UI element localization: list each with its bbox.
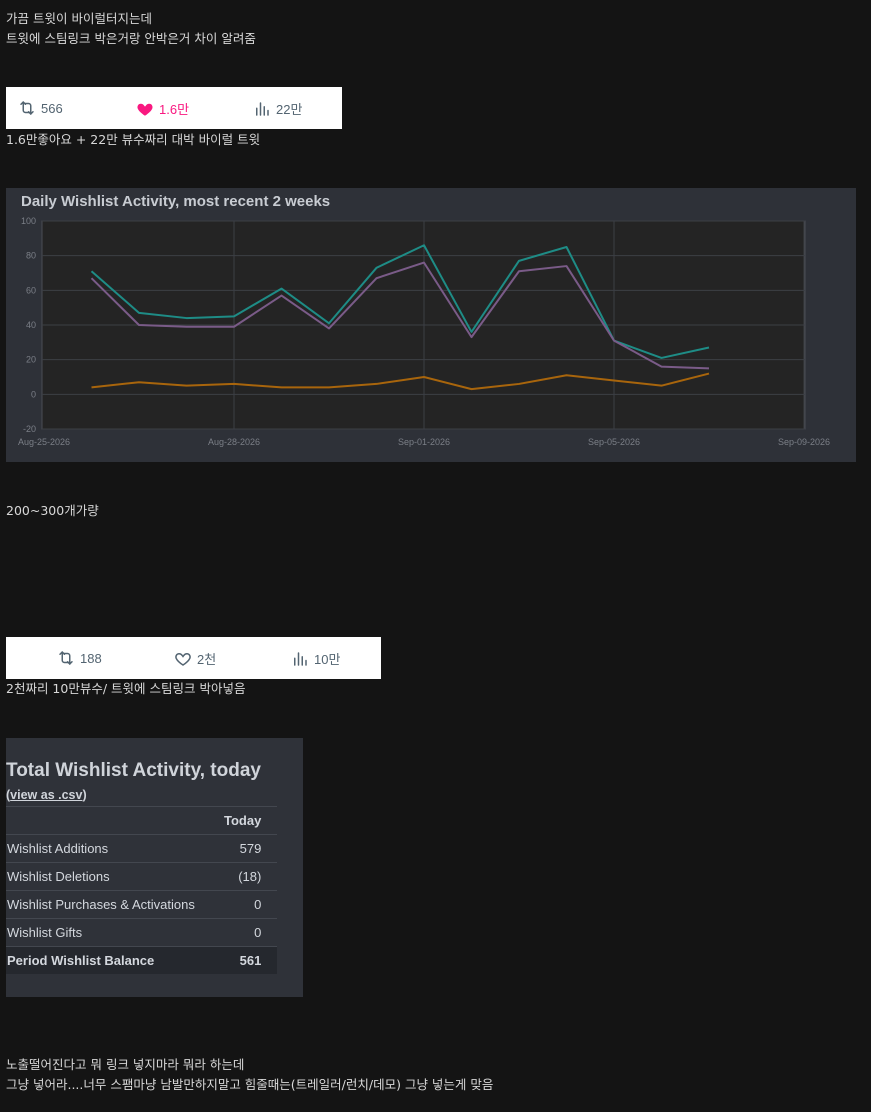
retweet-icon [20,101,34,115]
csv-paren-open: ( [6,788,11,802]
views-bar-chart-icon [256,101,269,116]
y-tick-label: 20 [26,355,36,365]
row-label: Wishlist Purchases & Activations [6,890,223,919]
outro-line-1: 노출떨어진다고 뭐 링크 넣지마라 뭐라 하는데 [6,1057,245,1072]
view-count: 10만 [314,652,341,667]
y-tick-label: 60 [26,285,36,295]
header-empty-cell [6,806,223,835]
tweet-stats-normal: 188 2천 10만 [6,637,381,679]
row-label: Wishlist Deletions [6,862,223,891]
row-label: Wishlist Gifts [6,918,223,947]
row-value: 579 [223,834,278,863]
series-line-3 [91,372,710,391]
total-wishlist-panel: Total Wishlist Activity, today (view as … [6,738,303,997]
series-line-1 [90,244,710,359]
view-count: 22만 [276,102,303,117]
row-value: 0 [223,918,278,947]
y-tick-label: -20 [23,424,36,434]
view-csv-link[interactable]: view as .csv [10,788,83,802]
row-value: 0 [223,890,278,919]
intro-line-1: 가끔 트윗이 바이럴터지는데 [6,11,152,26]
balance-label: Period Wishlist Balance [6,946,223,974]
like-button[interactable]: 1.6만 [136,99,189,118]
balance-value: 561 [223,946,278,974]
views-button[interactable]: 10만 [291,649,340,668]
y-tick-label: 80 [26,251,36,261]
table-title: Total Wishlist Activity, today [6,760,261,781]
normal-caption: 2천짜리 10만뷰수/ 트윗에 스팀링크 박아넣음 [6,681,246,696]
heart-outline-icon [175,652,191,666]
wishlist-table: Today Wishlist Additions 579 Wishlist De… [6,806,278,974]
intro-line-2: 트윗에 스팀링크 박은거랑 안박은거 차이 알려줌 [6,31,256,46]
like-count: 1.6만 [159,102,190,117]
wishlist-caption: 200~300개가량 [6,503,99,518]
retweet-count: 566 [41,100,63,116]
y-tick-label: 0 [31,389,36,399]
table-row: Wishlist Purchases & Activations 0 [6,890,278,919]
x-tick-label: Aug-25-2026 [18,437,70,447]
x-tick-label: Sep-09-2026 [778,437,830,447]
row-value: (18) [223,862,278,891]
y-tick-label: 100 [21,216,36,226]
x-tick-label: Sep-05-2026 [588,437,640,447]
table-header-row: Today [6,806,278,835]
x-tick-label: Aug-28-2026 [208,437,260,447]
chart-title: Daily Wishlist Activity, most recent 2 w… [21,193,331,210]
table-row: Wishlist Additions 579 [6,834,278,863]
outro-line-2: 그냥 넣어라....너무 스팸마냥 남발만하지말고 힘줄때는(트레일러/런치/데… [6,1077,494,1092]
retweet-button[interactable]: 188 [57,649,102,667]
retweet-count: 188 [80,650,102,666]
tweet-stats-viral: 566 1.6만 22만 [6,87,342,129]
balance-row: Period Wishlist Balance 561 [6,946,278,974]
row-label: Wishlist Additions [6,834,223,863]
like-button[interactable]: 2천 [174,649,216,668]
like-count: 2천 [197,652,217,667]
retweet-button[interactable]: 566 [18,99,63,117]
y-tick-label: 40 [26,320,36,330]
viral-caption: 1.6만좋아요 + 22만 뷰수짜리 대박 바이럴 트윗 [6,132,261,147]
table-row: Wishlist Gifts 0 [6,918,278,947]
series-line-2 [90,261,710,370]
column-header-today: Today [223,806,278,835]
table-row: Wishlist Deletions (18) [6,862,278,891]
csv-paren-close: ) [82,788,87,802]
daily-wishlist-chart: Daily Wishlist Activity, most recent 2 w… [6,188,856,462]
heart-filled-icon [137,103,153,116]
csv-link-line: (view as .csv) [6,788,87,802]
chart-canvas: 100 80 60 40 20 0 -20 Aug-25-2026 Aug-28-2026 Sep… [18,216,830,447]
views-button[interactable]: 22만 [253,99,302,118]
retweet-icon [59,651,73,665]
views-bar-chart-icon [294,651,307,666]
x-tick-label: Sep-01-2026 [398,437,450,447]
